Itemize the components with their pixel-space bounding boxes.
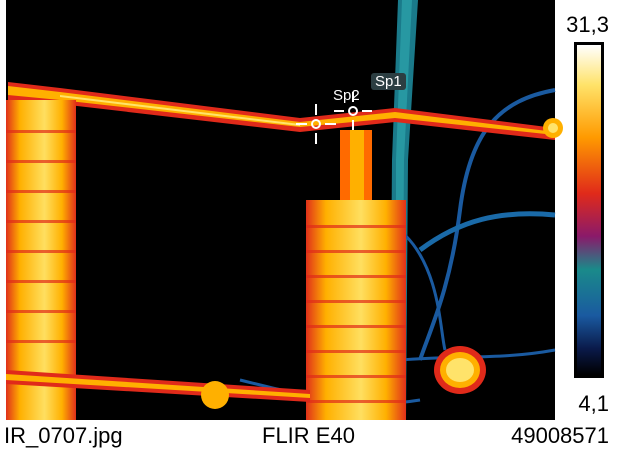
serial-number: 49008571 (511, 423, 609, 448)
scale-min-value: 4,1 (578, 391, 609, 416)
color-scale-bar (574, 42, 604, 378)
filename: IR_0707.jpg (4, 423, 123, 448)
spot-marker-sp2 (334, 92, 372, 130)
scale-max-value: 31,3 (566, 12, 609, 37)
spot-label-sp2: Sp2 (333, 87, 360, 104)
spot-label-sp1: Sp1 (371, 73, 406, 90)
spot-marker-sp1 (296, 104, 336, 144)
camera-model: FLIR E40 (262, 423, 355, 448)
